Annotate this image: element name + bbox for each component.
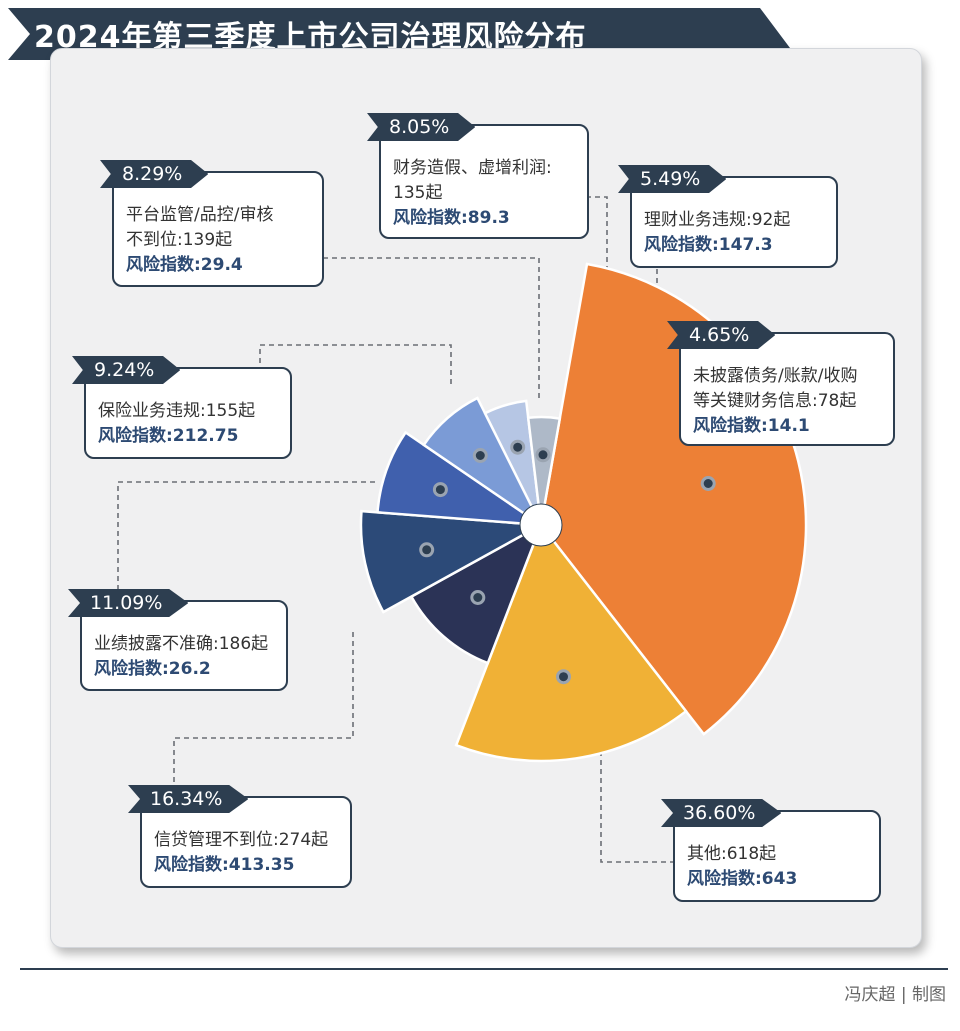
slice-callout: 5.49% 理财业务违规:92起 风险指数:147.3 [618,165,838,268]
credit-text: 冯庆超 | 制图 [844,985,946,1005]
slice-marker-dot [470,590,486,605]
leader-line [324,257,540,398]
slice-risk-index: 风险指数:29.4 [126,255,243,275]
slice-percent-label: 8.29% [100,160,209,188]
slice-risk-index: 风险指数:212.75 [98,426,239,446]
pie-slice [483,399,543,526]
slice-percent-label: 11.09% [68,589,189,617]
leader-line [600,706,673,863]
slice-percent-label: 9.24% [72,356,181,384]
slice-category-label: 业绩披露不准确:186起 [94,634,269,654]
pie-slice [359,509,546,614]
slice-category-label: 未披露债务/账款/收购 [693,366,858,386]
slice-risk-index: 风险指数:413.35 [154,855,295,875]
slice-percent-label: 8.05% [367,113,476,141]
slice-percent-label: 36.60% [661,799,782,827]
slice-marker-dot [700,476,716,491]
slice-category-label: 理财业务违规:92起 [644,210,791,230]
slice-marker-dot [535,447,551,463]
slice-callout: 8.29% 平台监管/品控/审核 不到位:139起 风险指数:29.4 [100,160,324,287]
slice-category-label: 135起 [393,183,443,203]
slice-category-label: 信贷管理不到位:274起 [154,830,329,850]
slice-category-label: 等关键财务信息:78起 [693,391,857,411]
slice-marker-dot [556,669,571,685]
slice-category-label: 不到位:139起 [126,230,233,250]
slice-percent-label: 4.65% [667,321,776,349]
slice-risk-index: 风险指数:14.1 [693,416,810,436]
slice-risk-index: 风险指数:89.3 [393,208,510,228]
slice-callout: 4.65% 未披露债务/账款/收购 等关键财务信息:78起 风险指数:14.1 [667,321,895,446]
slice-category-label: 保险业务违规:155起 [98,401,256,421]
slice-percent-label: 5.49% [618,165,727,193]
slice-callout: 16.34% 信贷管理不到位:274起 风险指数:413.35 [128,785,352,888]
pie-center-hole [519,503,563,547]
slice-callout: 8.05% 财务造假、虚增利润: 135起风险指数:89.3 [367,113,589,239]
slice-category-label: 其他:618起 [687,844,777,864]
slice-risk-index: 风险指数:643 [687,869,798,889]
slice-marker-dot [432,482,448,498]
slice-risk-index: 风险指数:26.2 [94,659,211,679]
slice-marker-dot [419,542,435,558]
slice-marker-dot [472,448,488,463]
pie-slice [376,430,546,527]
slice-percent-label: 16.34% [128,785,249,813]
leader-line [117,481,375,600]
slice-category-label: 平台监管/品控/审核 [126,205,274,225]
slice-callout: 11.09% 业绩披露不准确:186起 风险指数:26.2 [68,589,288,691]
slice-callout: 36.60% 其他:618起风险指数:643 [661,799,881,902]
pie-slice [454,522,688,763]
slice-marker-dot [510,439,526,455]
footer-divider [20,968,948,970]
slice-callout: 9.24% 保险业务违规:155起 风险指数:212.75 [72,356,292,459]
slice-category-label: 财务造假、虚增利润: [393,158,552,178]
slice-risk-index: 风险指数:147.3 [644,235,773,255]
leader-line [259,344,452,384]
pie-slice [526,415,562,526]
